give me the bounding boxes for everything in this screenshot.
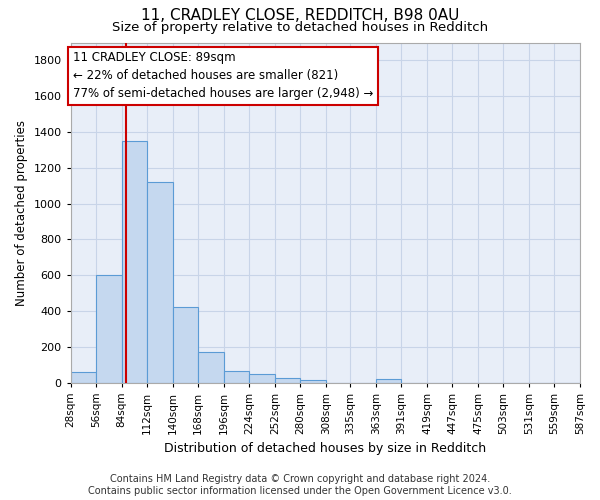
Bar [96, 275, 122, 382]
X-axis label: Distribution of detached houses by size in Redditch: Distribution of detached houses by size … [164, 442, 487, 455]
Bar [173, 308, 198, 382]
Bar [300, 380, 326, 382]
Bar [376, 379, 401, 382]
Bar [275, 378, 300, 382]
Bar [71, 372, 96, 382]
Bar [198, 352, 224, 382]
Bar [249, 374, 275, 382]
Bar [147, 182, 173, 382]
Text: 11 CRADLEY CLOSE: 89sqm
← 22% of detached houses are smaller (821)
77% of semi-d: 11 CRADLEY CLOSE: 89sqm ← 22% of detache… [73, 52, 373, 100]
Text: Contains HM Land Registry data © Crown copyright and database right 2024.
Contai: Contains HM Land Registry data © Crown c… [88, 474, 512, 496]
Bar [224, 371, 249, 382]
Bar [122, 141, 147, 382]
Text: 11, CRADLEY CLOSE, REDDITCH, B98 0AU: 11, CRADLEY CLOSE, REDDITCH, B98 0AU [141, 8, 459, 22]
Y-axis label: Number of detached properties: Number of detached properties [15, 120, 28, 306]
Text: Size of property relative to detached houses in Redditch: Size of property relative to detached ho… [112, 22, 488, 35]
